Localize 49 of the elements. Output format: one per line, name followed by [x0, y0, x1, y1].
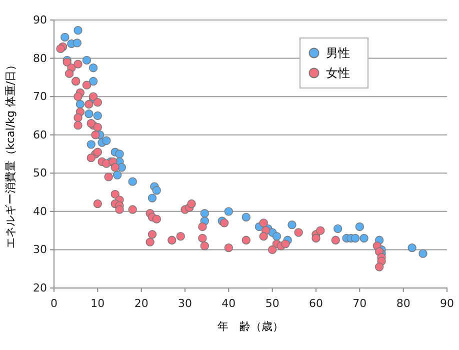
point [408, 243, 416, 252]
x-tick-label: 80 [396, 297, 410, 310]
point [152, 186, 161, 195]
point [84, 109, 94, 118]
point [333, 224, 342, 233]
x-tick-label: 70 [352, 297, 367, 310]
point [74, 26, 82, 35]
point [200, 209, 209, 218]
y-tick-label: 90 [33, 14, 47, 27]
point [88, 76, 98, 86]
y-axis-title: エネルギー消費量（kcal/kg 体重/日） [4, 59, 17, 249]
x-tick-label: 90 [440, 297, 454, 310]
y-tick-label: 40 [33, 204, 47, 218]
point [350, 234, 360, 243]
point [128, 177, 137, 186]
x-tick-label: 30 [178, 297, 192, 310]
x-axis-title: 年 齢（歳） [218, 320, 284, 333]
point [102, 136, 111, 145]
point [418, 249, 428, 258]
point [86, 140, 96, 149]
y-tick-label: 50 [33, 166, 47, 180]
point [288, 220, 296, 230]
point [76, 100, 85, 109]
point [148, 194, 157, 202]
y-tick-label: 80 [33, 52, 47, 65]
x-tick-label: 60 [309, 297, 323, 310]
point [224, 207, 234, 216]
point [60, 32, 70, 42]
x-tick-label: 50 [265, 297, 280, 310]
y-tick-label: 70 [33, 90, 47, 104]
point [360, 234, 368, 243]
x-tick-label: 40 [222, 297, 236, 310]
point [115, 150, 124, 158]
y-tick-label: 30 [33, 243, 47, 256]
y-tick-label: 60 [33, 128, 47, 142]
legend-label: 男性 [326, 46, 350, 60]
x-tick-label: 0 [50, 297, 58, 310]
point [272, 232, 282, 241]
point [112, 170, 122, 180]
point [355, 222, 364, 232]
point [88, 64, 98, 72]
point [93, 111, 102, 120]
y-tick-label: 20 [33, 282, 47, 295]
point [82, 56, 92, 65]
x-tick-label: 20 [134, 297, 148, 310]
point [242, 212, 250, 222]
x-tick-label: 10 [90, 297, 105, 310]
point [72, 38, 82, 48]
legend-label: 女性 [326, 66, 350, 80]
